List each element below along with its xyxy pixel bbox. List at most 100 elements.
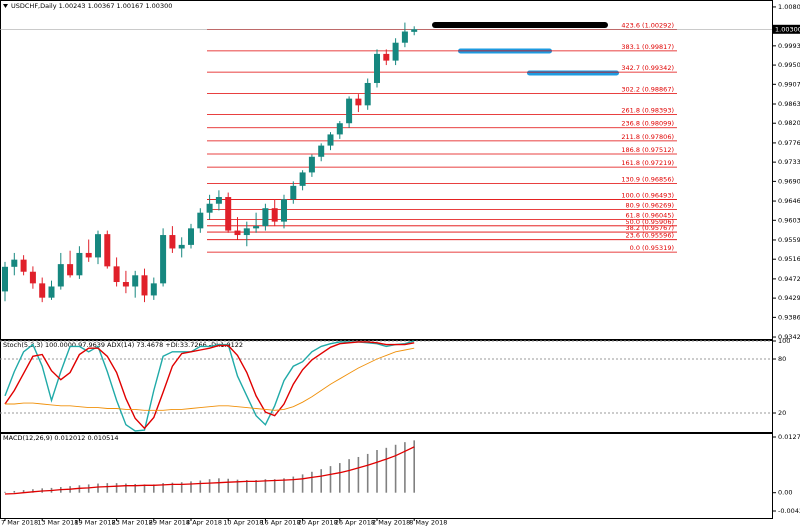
- macd-bar: [4, 491, 6, 493]
- y-tick-label: 80: [778, 355, 786, 363]
- macd-bar: [283, 478, 285, 493]
- macd-bar: [208, 479, 211, 493]
- stoch-panel-frame: [0, 340, 773, 433]
- fib-label: 423.6 (1.00292): [621, 22, 674, 30]
- macd-bar: [394, 444, 397, 493]
- macd-bar: [357, 456, 360, 493]
- fib-label: 236.8 (0.98099): [621, 120, 674, 128]
- main-panel-frame: [0, 0, 773, 340]
- candle-body: [253, 226, 260, 229]
- candle-body: [401, 31, 408, 43]
- candle-body: [225, 197, 232, 231]
- candle-body: [318, 145, 325, 157]
- candle-body: [29, 271, 36, 284]
- x-tick-label: 8 May 2018: [409, 519, 447, 526]
- macd-bar: [190, 481, 192, 493]
- y-tick-label: 0.00: [778, 489, 792, 497]
- macd-bar: [264, 479, 267, 493]
- macd-bar: [376, 450, 378, 493]
- fibonacci: 423.6 (1.00292) 383.1 (0.99817) 342.7 (0.9…: [207, 22, 677, 253]
- current-price-box: [773, 24, 800, 34]
- x-tick-label: 19 Mar 2018: [74, 519, 115, 526]
- macd-bar: [32, 489, 34, 493]
- drawn-segment[interactable]: [432, 22, 608, 28]
- candle-body: [308, 156, 315, 173]
- menu-arrow[interactable]: [3, 4, 8, 8]
- candle-body: [113, 266, 120, 283]
- fib-label: 302.2 (0.98867): [621, 85, 674, 93]
- x-tick-label: 29 Mar 2018: [149, 519, 190, 526]
- candle-body: [95, 234, 101, 258]
- fib-label: 130.9 (0.96856): [621, 175, 674, 183]
- macd-bar: [162, 483, 164, 493]
- macd-bar: [153, 484, 155, 493]
- fib-label: 38.2 (0.95767): [626, 224, 675, 232]
- candle-body: [122, 282, 129, 287]
- candle-body: [188, 228, 194, 245]
- x-tick-label: 26 Apr 2018: [335, 519, 375, 526]
- fib-label: 342.7 (0.99342): [621, 64, 674, 72]
- fib-label: 0.0 (0.95319): [630, 244, 674, 252]
- candle-body: [160, 235, 167, 284]
- macd-bar: [311, 471, 313, 493]
- x-tick-label: 4 Apr 2018: [186, 519, 222, 526]
- candle-body: [364, 82, 371, 106]
- candle-body: [234, 230, 241, 236]
- drawn-segment[interactable]: [527, 70, 619, 76]
- candle-body: [169, 235, 176, 249]
- candle-body: [383, 53, 390, 61]
- fib-label: 61.8 (0.96045): [626, 212, 675, 220]
- x-tick-label: 13 Mar 2018: [37, 519, 78, 526]
- candle-body: [48, 286, 55, 298]
- candle-body: [197, 212, 204, 229]
- macd-bar: [227, 478, 229, 493]
- y-tick-label: 0.93420: [778, 333, 800, 341]
- candle-body: [57, 264, 64, 287]
- macd-bar: [413, 440, 415, 493]
- candle-body: [141, 275, 148, 296]
- candle-body: [2, 266, 8, 292]
- indicator-line: [5, 347, 415, 411]
- candle-body: [67, 264, 74, 276]
- candle-body: [76, 252, 83, 276]
- macd-bar: [320, 469, 322, 493]
- x-tick-label: 10 Apr 2018: [223, 519, 263, 526]
- macd-bar: [385, 447, 388, 493]
- macd-bar: [143, 484, 146, 493]
- y-tick-label: 0.012784: [778, 433, 800, 441]
- x-tick-label: 20 Apr 2018: [298, 519, 338, 526]
- x-tick-label: 23 Mar 2018: [112, 519, 153, 526]
- fib-label: 23.6 (0.95596): [626, 232, 675, 240]
- fib-label: 100.0 (0.96493): [621, 192, 674, 200]
- candle-body: [20, 259, 27, 272]
- fib-label: 261.8 (0.98393): [621, 107, 674, 115]
- macd-bar: [106, 483, 109, 493]
- macd-bar: [115, 483, 118, 493]
- y-tick-label: -0.004201: [778, 507, 800, 515]
- candle-body: [11, 259, 18, 267]
- candle-body: [150, 283, 157, 296]
- fib-label: 383.1 (0.99817): [621, 43, 674, 51]
- candle-body: [299, 172, 306, 186]
- fib-label: 161.8 (0.97219): [621, 159, 674, 167]
- candle-body: [355, 98, 362, 106]
- candle-body: [39, 283, 46, 298]
- macd-bar: [236, 479, 239, 493]
- macd-bar: [125, 483, 127, 493]
- fib-label: 80.9 (0.96269): [626, 202, 675, 210]
- chart-title: USDCHF,Daily 1.00243 1.00367 1.00167 1.0…: [11, 2, 172, 10]
- candle-body: [262, 208, 269, 227]
- candle-body: [281, 199, 287, 222]
- x-tick-label: 2 May 2018: [372, 519, 410, 526]
- macd-bar: [292, 476, 295, 493]
